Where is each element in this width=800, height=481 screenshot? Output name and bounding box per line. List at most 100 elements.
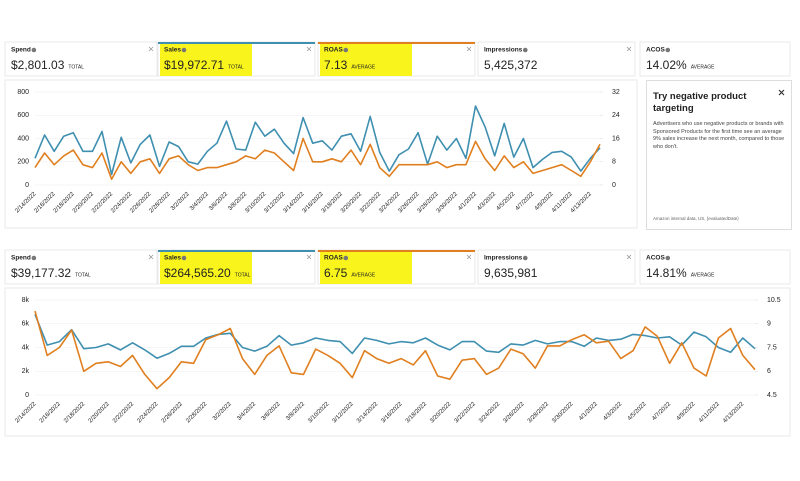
x-tick-label: 3/12/2022 bbox=[332, 401, 356, 425]
metric-label: Spend bbox=[11, 47, 31, 54]
metric-unit: AVERAGE bbox=[351, 64, 375, 70]
x-tick-label: 3/4/2022 bbox=[189, 191, 210, 212]
metric-value: 7.13 bbox=[324, 58, 348, 72]
x-tick-label: 2/20/2022 bbox=[88, 401, 112, 425]
y2-tick-label: 6 bbox=[767, 368, 771, 375]
x-tick-label: 3/22/2022 bbox=[454, 401, 478, 425]
close-icon[interactable] bbox=[148, 46, 154, 52]
close-icon[interactable] bbox=[148, 254, 154, 260]
metric-label: ACOS bbox=[646, 255, 665, 262]
tip-source: Amazon internal data, US, {evaluatedDate… bbox=[653, 216, 739, 221]
metric-card bbox=[4, 41, 158, 77]
metric-value: $39,177.32 bbox=[11, 266, 71, 280]
x-tick-label: 4/11/2022 bbox=[698, 401, 721, 424]
metric-unit: AVERAGE bbox=[691, 64, 715, 70]
highlight bbox=[160, 251, 252, 284]
x-tick-label: 4/1/2022 bbox=[457, 191, 478, 212]
x-tick-label: 4/7/2022 bbox=[651, 401, 672, 422]
info-icon bbox=[343, 47, 349, 53]
x-tick-label: 4/7/2022 bbox=[515, 191, 536, 212]
metric-label: Spend bbox=[11, 255, 31, 262]
y2-tick-label: 16 bbox=[612, 135, 620, 142]
info-icon bbox=[522, 255, 528, 261]
x-tick-label: 2/14/2022 bbox=[14, 401, 38, 425]
metric-unit: AVERAGE bbox=[691, 272, 715, 278]
card-accent bbox=[158, 42, 315, 44]
metric-value: 14.02% bbox=[646, 58, 687, 72]
close-icon[interactable] bbox=[306, 46, 312, 52]
y-tick-label: 0 bbox=[25, 392, 29, 399]
x-tick-label: 4/13/2022 bbox=[570, 191, 594, 215]
tip-card: Try negative product targeting Advertise… bbox=[646, 80, 792, 230]
y-tick-label: 2k bbox=[22, 368, 30, 375]
y-tick-label: 4k bbox=[22, 344, 30, 351]
x-tick-label: 2/28/2022 bbox=[185, 401, 209, 425]
card-accent bbox=[318, 42, 475, 44]
x-tick-label: 3/2/2022 bbox=[212, 401, 233, 422]
info-icon bbox=[31, 255, 37, 261]
info-icon bbox=[343, 255, 349, 261]
x-tick-label: 3/10/2022 bbox=[307, 401, 331, 425]
chart-panel bbox=[4, 79, 638, 229]
info-icon bbox=[665, 47, 671, 53]
x-tick-label: 2/28/2022 bbox=[148, 191, 172, 215]
metric-value: 5,425,372 bbox=[484, 58, 538, 72]
highlight bbox=[320, 43, 412, 76]
metric-value: $19,972.71 bbox=[164, 58, 224, 72]
close-icon[interactable] bbox=[626, 254, 632, 260]
y-tick-label: 400 bbox=[17, 135, 29, 142]
x-tick-label: 3/6/2022 bbox=[261, 401, 282, 422]
y-tick-label: 200 bbox=[17, 159, 29, 166]
y2-tick-label: 8 bbox=[612, 159, 616, 166]
x-tick-label: 3/14/2022 bbox=[356, 401, 380, 425]
close-icon[interactable] bbox=[778, 89, 785, 96]
card-accent bbox=[318, 250, 475, 252]
y-tick-label: 0 bbox=[25, 182, 29, 189]
y-tick-label: 600 bbox=[17, 112, 29, 119]
metric-unit: TOTAL bbox=[75, 272, 91, 278]
close-icon[interactable] bbox=[626, 46, 632, 52]
y2-tick-label: 32 bbox=[612, 89, 620, 96]
metric-unit: TOTAL bbox=[68, 64, 84, 70]
info-icon bbox=[665, 255, 671, 261]
info-icon bbox=[31, 47, 37, 53]
y-tick-label: 6k bbox=[22, 321, 30, 328]
y-tick-label: 8k bbox=[22, 297, 30, 304]
x-tick-label: 2/16/2022 bbox=[39, 401, 63, 425]
metric-card bbox=[477, 41, 636, 77]
close-icon[interactable] bbox=[306, 254, 312, 260]
x-tick-label: 3/26/2022 bbox=[503, 401, 527, 425]
info-icon bbox=[522, 47, 528, 53]
metric-value: $264,565.20 bbox=[164, 266, 231, 280]
x-tick-label: 3/20/2022 bbox=[429, 401, 453, 425]
info-icon bbox=[181, 47, 187, 53]
highlight bbox=[160, 43, 252, 76]
series-line bbox=[34, 137, 601, 180]
x-tick-label: 3/18/2022 bbox=[405, 401, 429, 425]
y2-tick-label: 4.5 bbox=[767, 392, 777, 399]
series-line bbox=[34, 314, 756, 359]
x-tick-label: 2/22/2022 bbox=[112, 401, 136, 425]
metric-value: 9,635,981 bbox=[484, 266, 538, 280]
x-tick-label: 3/6/2022 bbox=[208, 191, 229, 212]
tip-body: Advertisers who use negative products or… bbox=[653, 121, 785, 150]
metric-unit: AVERAGE bbox=[351, 272, 375, 278]
y2-tick-label: 7.5 bbox=[767, 344, 777, 351]
card-accent bbox=[158, 250, 315, 252]
x-tick-label: 4/3/2022 bbox=[476, 191, 497, 212]
metric-card bbox=[477, 249, 636, 285]
metric-label: Impressions bbox=[484, 255, 523, 262]
metric-label: ROAS bbox=[324, 47, 343, 54]
close-icon[interactable] bbox=[466, 46, 472, 52]
metric-card bbox=[639, 249, 791, 285]
info-icon bbox=[181, 255, 187, 261]
x-tick-label: 4/13/2022 bbox=[722, 401, 746, 425]
x-tick-label: 2/26/2022 bbox=[161, 401, 185, 425]
metric-card bbox=[639, 41, 791, 77]
metric-value: $2,801.03 bbox=[11, 58, 65, 72]
y2-tick-label: 0 bbox=[612, 182, 616, 189]
close-icon[interactable] bbox=[466, 254, 472, 260]
x-tick-label: 3/2/2022 bbox=[170, 191, 191, 212]
metric-label: ROAS bbox=[324, 255, 343, 262]
x-tick-label: 3/16/2022 bbox=[381, 401, 405, 425]
